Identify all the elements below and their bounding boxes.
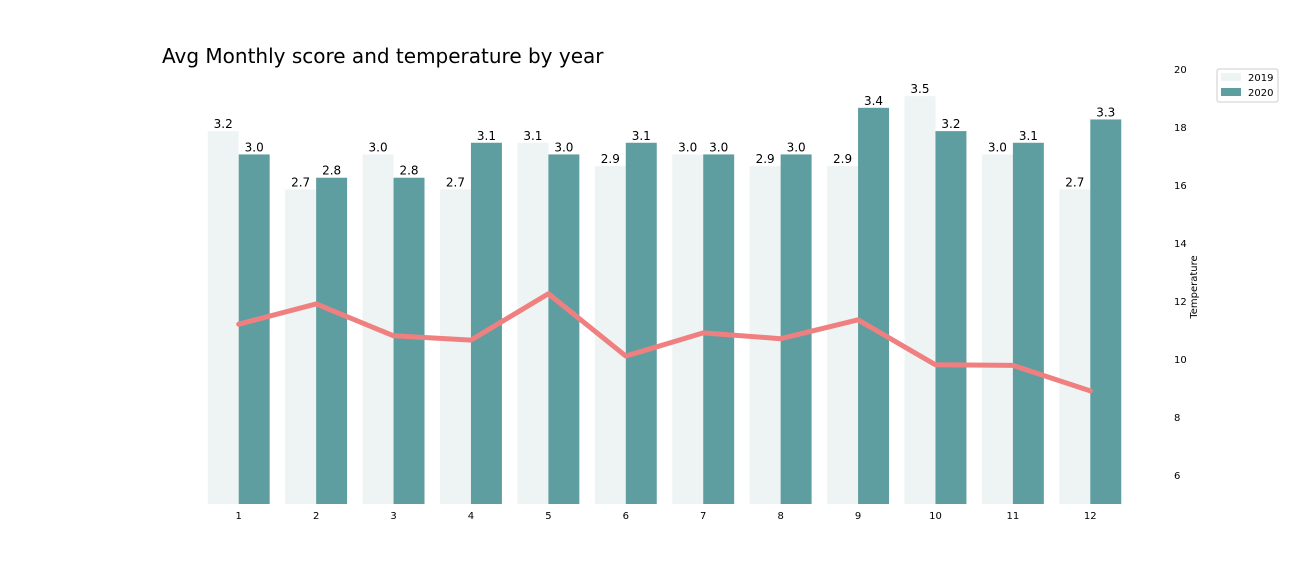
data-label-2020-4: 3.1	[477, 129, 496, 143]
data-label-2019-2: 2.7	[291, 175, 310, 189]
bar-2020-5	[548, 154, 579, 504]
bar-2019-2	[285, 189, 316, 504]
bar-2020-7	[703, 154, 734, 504]
data-label-2019-12: 2.7	[1065, 175, 1084, 189]
legend-label-2019: 2019	[1248, 73, 1273, 84]
x-tick-12: 12	[1084, 511, 1097, 522]
data-label-2020-3: 2.8	[399, 164, 418, 178]
right-y-tick-20: 20	[1174, 65, 1187, 76]
data-label-2019-6: 2.9	[601, 152, 620, 166]
data-label-2019-9: 2.9	[833, 152, 852, 166]
data-label-2019-4: 2.7	[446, 175, 465, 189]
right-y-tick-6: 6	[1174, 471, 1180, 482]
x-tick-6: 6	[623, 511, 629, 522]
data-label-2019-8: 2.9	[756, 152, 775, 166]
data-label-2020-11: 3.1	[1019, 129, 1038, 143]
x-tick-8: 8	[777, 511, 783, 522]
bar-2020-2	[316, 178, 347, 504]
bar-2020-9	[858, 108, 889, 504]
data-label-2020-2: 2.8	[322, 164, 341, 178]
bar-2020-10	[935, 131, 966, 504]
chart-title: Avg Monthly score and temperature by yea…	[162, 44, 604, 68]
data-label-2019-5: 3.1	[523, 129, 542, 143]
x-tick-2: 2	[313, 511, 319, 522]
data-label-2019-3: 3.0	[369, 140, 388, 154]
x-tick-3: 3	[390, 511, 396, 522]
bar-2020-8	[781, 154, 812, 504]
bar-2020-12	[1090, 119, 1121, 504]
right-y-tick-16: 16	[1174, 181, 1187, 192]
bar-2019-10	[904, 96, 935, 504]
x-tick-7: 7	[700, 511, 706, 522]
bar-2020-1	[239, 154, 270, 504]
data-label-2020-1: 3.0	[245, 140, 264, 154]
data-label-2020-5: 3.0	[554, 140, 573, 154]
data-label-2019-7: 3.0	[678, 140, 697, 154]
bar-2020-3	[394, 178, 425, 504]
right-y-tick-14: 14	[1174, 239, 1187, 250]
x-tick-4: 4	[468, 511, 474, 522]
x-tick-9: 9	[855, 511, 861, 522]
right-y-axis-label: Temperature	[1189, 255, 1200, 319]
bar-2019-7	[672, 154, 703, 504]
data-label-2020-7: 3.0	[709, 140, 728, 154]
bar-2019-11	[982, 154, 1013, 504]
bar-2019-12	[1059, 189, 1090, 504]
right-y-tick-8: 8	[1174, 413, 1180, 424]
x-tick-10: 10	[929, 511, 942, 522]
data-label-2019-10: 3.5	[910, 82, 929, 96]
data-label-2020-9: 3.4	[864, 94, 883, 108]
bar-2019-1	[208, 131, 239, 504]
right-y-tick-10: 10	[1174, 355, 1187, 366]
right-y-tick-labels: 6 8 10 12 14 16 18 20	[1174, 65, 1187, 482]
right-y-tick-12: 12	[1174, 297, 1187, 308]
bar-2019-4	[440, 189, 471, 504]
data-label-2020-10: 3.2	[941, 117, 960, 131]
data-label-2019-11: 3.0	[988, 140, 1007, 154]
data-label-2020-8: 3.0	[787, 140, 806, 154]
legend-label-2020: 2020	[1248, 88, 1273, 99]
data-label-2019-1: 3.2	[214, 117, 233, 131]
bars-layer	[208, 96, 1122, 504]
legend-swatch-2020	[1221, 88, 1241, 96]
bar-2020-11	[1013, 143, 1044, 504]
data-labels-layer: 3.2 2.7 3.0 2.7 3.1 2.9 3.0 2.9 2.9 3.5 3.0 2.7 3.0 2…	[214, 82, 1116, 189]
data-label-2020-12: 3.3	[1096, 105, 1115, 119]
x-tick-5: 5	[545, 511, 551, 522]
legend-swatch-2019	[1221, 73, 1241, 81]
x-tick-11: 11	[1007, 511, 1020, 522]
bar-2019-9	[827, 166, 858, 504]
legend: 2019 2020	[1217, 69, 1278, 102]
bar-2019-5	[517, 143, 548, 504]
x-tick-1: 1	[236, 511, 242, 522]
data-label-2020-6: 3.1	[632, 129, 651, 143]
right-y-tick-18: 18	[1174, 123, 1187, 134]
bar-2020-6	[626, 143, 657, 504]
